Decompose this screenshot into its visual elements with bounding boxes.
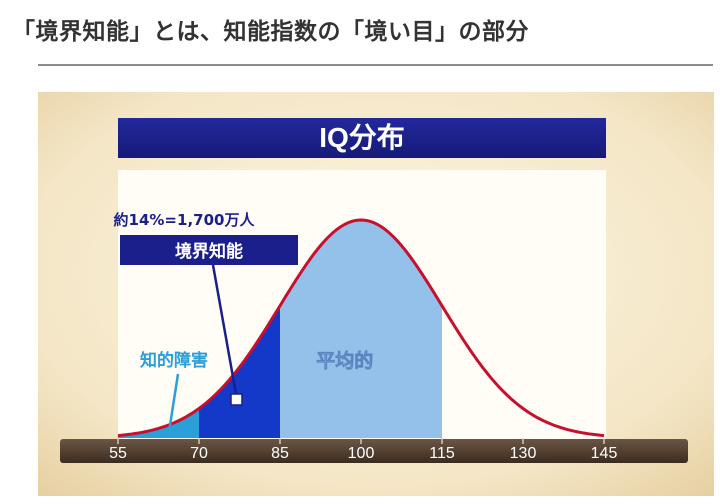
x-axis-ticks: 55 70 85 100 115 130 145 [109,438,617,462]
x-tick-label: 85 [271,445,289,462]
borderline-share-annotation: 約14%=1,700万人 [114,211,256,229]
x-tick-label: 130 [510,445,537,462]
chart-title-bar [118,118,606,158]
x-tick-label: 115 [429,445,455,462]
iq-distribution-figure: IQ分布 平均的 知的障害 約14%=1,700万人 境界知能 55 70 85 10… [38,92,714,496]
chart-title: IQ分布 [319,122,405,153]
region-3 [280,220,442,438]
disability-pointer [168,373,180,431]
x-tick-label: 145 [591,445,618,462]
x-tick-label: 100 [348,445,375,462]
article-title: 「境界知能」とは、知能指数の「境い目」の部分 [12,19,529,45]
borderline-label: 境界知能 [175,241,243,262]
borderline-label-box [120,235,298,265]
x-axis-bar [60,439,688,463]
article-header: 「境界知能」とは、知能指数の「境い目」の部分 [0,0,725,66]
x-tick-label: 70 [190,445,208,462]
iq-distribution-chart: IQ分布 平均的 知的障害 約14%=1,700万人 境界知能 55 70 85 10… [38,92,714,496]
borderline-pointer-marker [230,393,243,406]
region-1 [118,408,199,438]
distribution-curve [117,218,605,438]
x-tick-label: 55 [109,445,127,462]
title-divider [38,64,713,66]
borderline-pointer [211,264,238,395]
average-label: 平均的 [316,349,373,372]
disability-label: 知的障害 [139,350,208,371]
